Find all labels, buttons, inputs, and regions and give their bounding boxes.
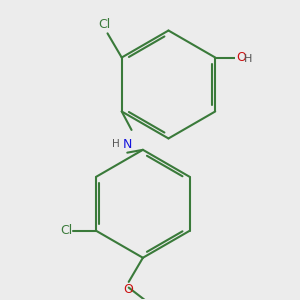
Text: N: N xyxy=(123,138,132,151)
Text: O: O xyxy=(123,283,133,296)
Text: H: H xyxy=(244,54,253,64)
Text: O: O xyxy=(236,51,246,64)
Text: Cl: Cl xyxy=(99,17,111,31)
Text: H: H xyxy=(112,139,120,149)
Text: Cl: Cl xyxy=(61,224,73,237)
